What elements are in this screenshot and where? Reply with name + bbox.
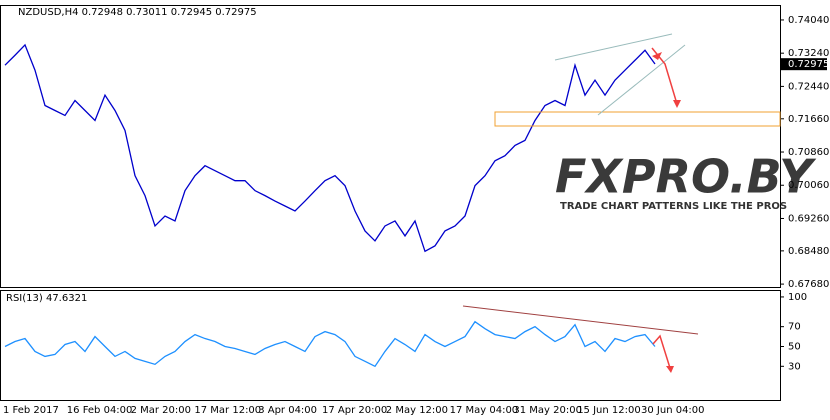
rsi-header: RSI(13) 47.6321	[6, 293, 87, 304]
x-tick-label: 17 Mar 12:00	[194, 405, 261, 416]
y-tick-label: 0.70060	[788, 180, 829, 191]
y-tick-label: 0.74040	[788, 15, 829, 26]
y-tick-label: 0.72440	[788, 81, 829, 92]
price-header: NZDUSD,H4 0.72948 0.73011 0.72945 0.7297…	[18, 7, 257, 18]
y-tick-label: 50	[788, 341, 801, 352]
y-tick-label: 100	[788, 292, 807, 303]
y-tick-label: 30	[788, 361, 801, 372]
last-price-box	[781, 58, 827, 71]
watermark-brand: FXPRO.BY	[555, 150, 817, 204]
arrow-head	[673, 100, 681, 108]
price-panel	[0, 5, 781, 288]
x-tick-label: 30 Jun 04:00	[641, 405, 705, 416]
forecast-arrow	[651, 47, 678, 105]
x-tick-label: 17 May 04:00	[450, 405, 519, 416]
trend-line-upper	[554, 33, 673, 61]
watermark-tagline: TRADE CHART PATTERNS LIKE THE PROS	[560, 201, 787, 212]
price-line	[4, 43, 656, 253]
last-price-label: 0.72975	[788, 59, 829, 70]
y-tick-label: 0.71660	[788, 114, 829, 125]
resistance-zone	[494, 111, 781, 127]
x-tick-label: 16 Feb 04:00	[67, 405, 133, 416]
x-tick-label: 3 Apr 04:00	[258, 405, 317, 416]
trend-line-lower	[597, 44, 686, 116]
x-tick-label: 2 May 12:00	[386, 405, 448, 416]
y-tick-label: 0.70860	[788, 147, 829, 158]
marks: 0.74040 0.73240 0.72440 0.71660 0.70860 0.700…	[3, 15, 829, 416]
y-tick-label: 0.69260	[788, 213, 829, 224]
arrow-head	[652, 52, 662, 60]
x-tick-label: 2 Mar 20:00	[131, 405, 191, 416]
x-tick-label: 1 Feb 2017	[3, 405, 59, 416]
price-line	[4, 320, 656, 368]
x-tick-label: 15 Jun 12:00	[577, 405, 641, 416]
y-tick-label: 70	[788, 322, 801, 333]
y-tick-label: 0.68480	[788, 246, 829, 257]
y-tick-label: 0.73240	[788, 48, 829, 59]
rsi-arrow	[652, 334, 671, 369]
rsi-panel	[0, 290, 781, 401]
x-tick-label: 17 Apr 20:00	[322, 405, 387, 416]
arrow-head	[666, 366, 674, 373]
x-tick-label: 31 May 20:00	[513, 405, 582, 416]
y-tick-label: 0.67680	[788, 279, 829, 290]
rsi-trend-line	[462, 305, 699, 335]
